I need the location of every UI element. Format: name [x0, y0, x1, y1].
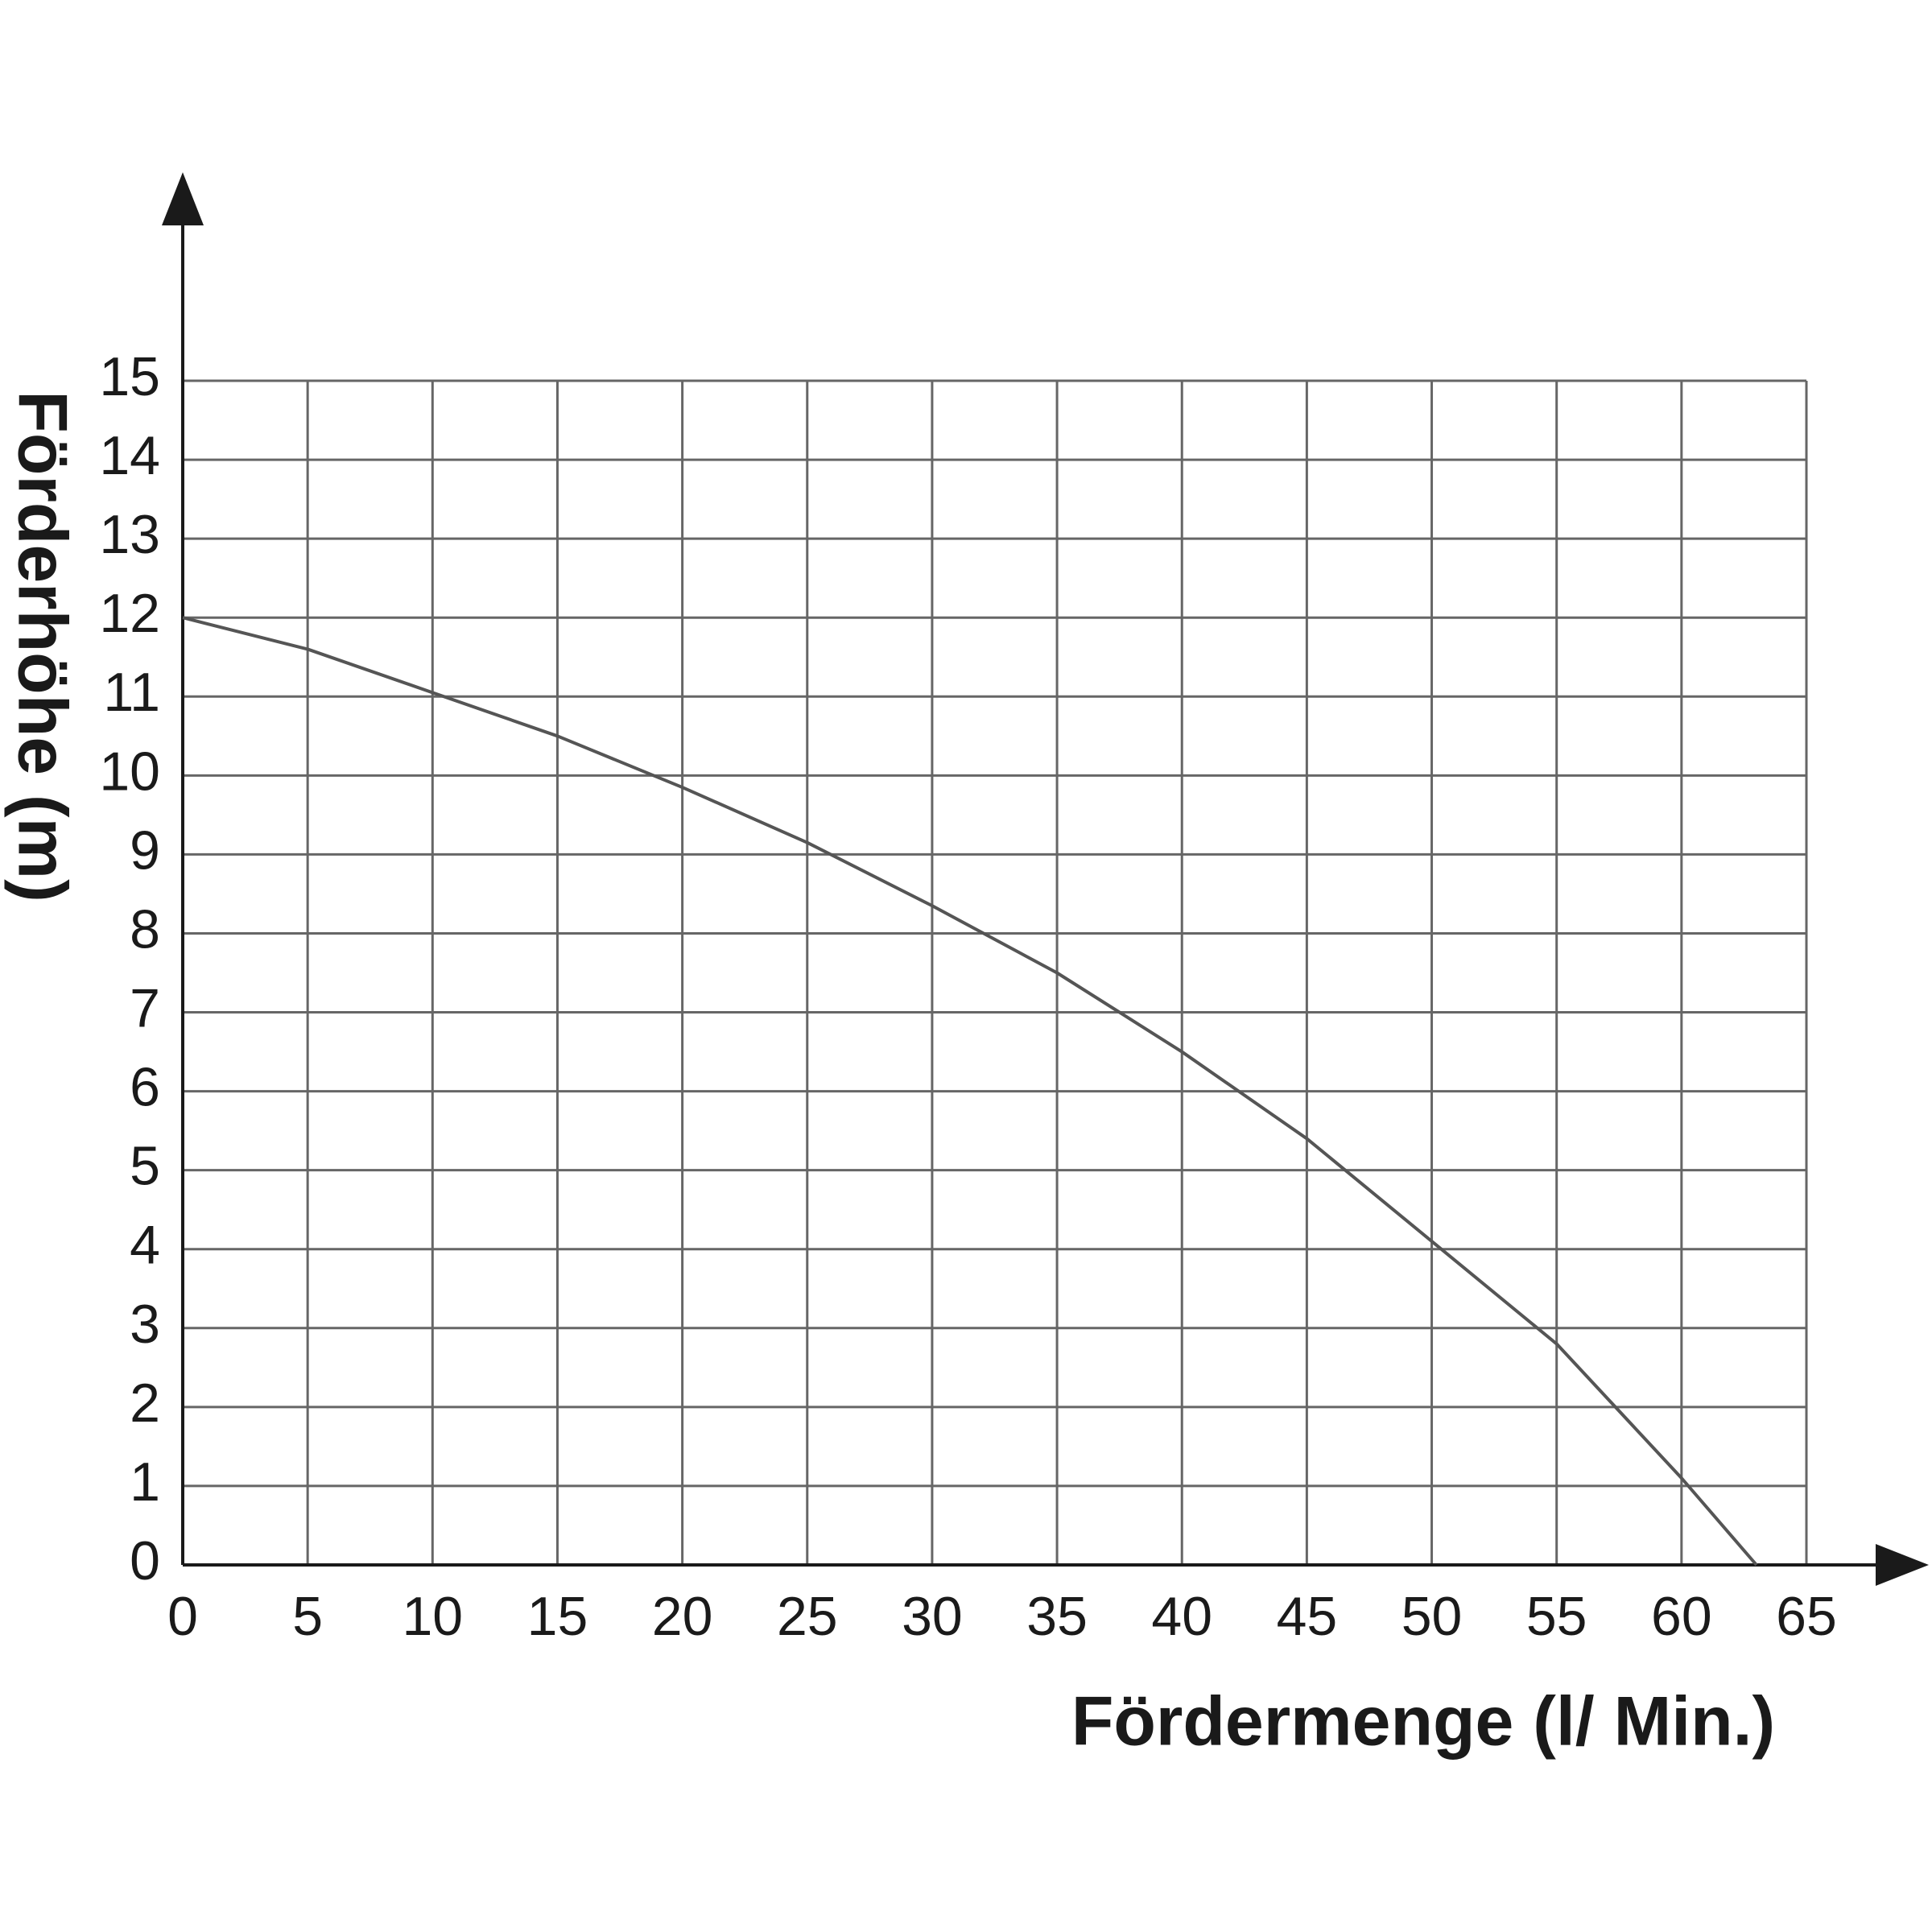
- x-tick-label: 30: [902, 1586, 963, 1647]
- y-tick-label: 4: [130, 1215, 160, 1276]
- y-tick-label: 10: [99, 741, 160, 802]
- x-tick-label: 10: [402, 1586, 463, 1647]
- x-tick-label: 5: [292, 1586, 323, 1647]
- x-tick-label: 15: [527, 1586, 588, 1647]
- y-axis-title: Förderhöhe (m): [3, 390, 80, 902]
- y-tick-label: 9: [130, 819, 160, 881]
- x-tick-label: 65: [1776, 1586, 1837, 1647]
- x-tick-label: 25: [777, 1586, 838, 1647]
- x-tick-label: 0: [167, 1586, 198, 1647]
- x-tick-label: 50: [1402, 1586, 1463, 1647]
- y-tick-label: 6: [130, 1057, 160, 1118]
- x-tick-label: 40: [1151, 1586, 1212, 1647]
- y-tick-label: 13: [99, 504, 160, 565]
- y-tick-label: 0: [130, 1530, 160, 1591]
- y-tick-label: 2: [130, 1373, 160, 1434]
- y-tick-label: 3: [130, 1294, 160, 1355]
- y-tick-label: 11: [103, 662, 160, 723]
- data-line: [182, 616, 1758, 1567]
- x-tick-label: 60: [1651, 1586, 1712, 1647]
- y-tick-label: 7: [130, 978, 160, 1039]
- y-tick-label: 12: [99, 583, 160, 644]
- x-axis-arrow: [1876, 1544, 1929, 1586]
- x-tick-label: 20: [652, 1586, 713, 1647]
- x-tick-label: 55: [1526, 1586, 1587, 1647]
- y-tick-label: 14: [99, 425, 160, 486]
- x-tick-label: 35: [1026, 1586, 1088, 1647]
- x-axis-title: Fördermenge (l/ Min.): [1071, 1683, 1775, 1761]
- y-tick-label: 1: [130, 1451, 160, 1513]
- y-tick-label: 15: [99, 346, 160, 407]
- y-tick-label: 5: [130, 1136, 160, 1197]
- y-axis-arrow: [162, 172, 204, 225]
- y-tick-label: 8: [130, 898, 160, 960]
- x-tick-label: 45: [1277, 1586, 1338, 1647]
